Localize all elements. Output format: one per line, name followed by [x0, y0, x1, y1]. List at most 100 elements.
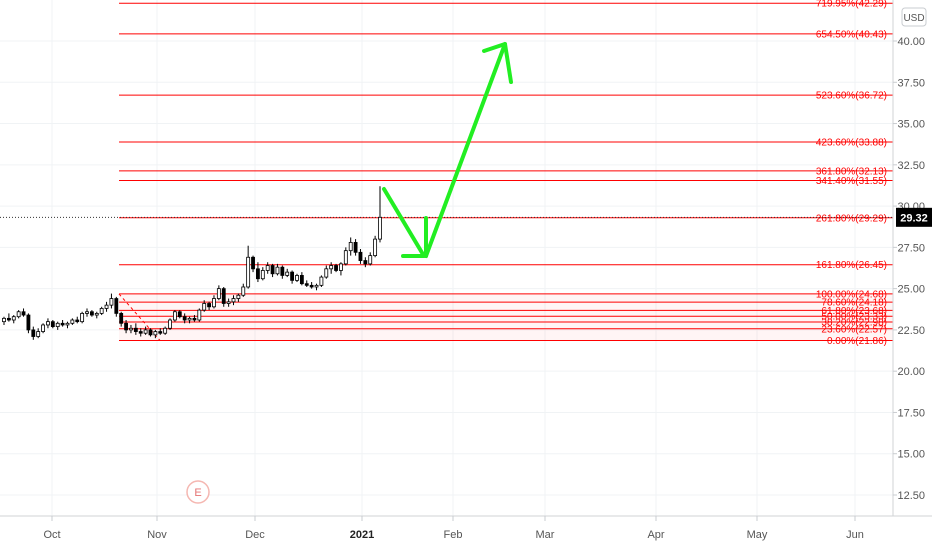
candle [265, 262, 270, 274]
candle-body [299, 275, 304, 285]
earnings-marker[interactable]: E [186, 480, 210, 504]
time-axis[interactable]: Oct Nov Dec 2021 Feb Mar Apr May Jun [43, 516, 864, 541]
candle [75, 316, 80, 324]
arrow-path[interactable] [424, 42, 507, 258]
candle [246, 245, 251, 289]
fib-trend-line[interactable] [118, 293, 161, 341]
candle-body [182, 316, 187, 321]
candle [221, 286, 226, 307]
time-tick-label: Feb [444, 529, 463, 541]
fib-level-label: 423.60%(33.88) [816, 138, 887, 149]
candle-body [31, 329, 36, 337]
candle [285, 268, 290, 278]
price-tick-label: 35.00 [897, 119, 925, 131]
candle-body [246, 256, 251, 288]
candle [129, 324, 133, 334]
candle-body [94, 312, 99, 316]
drawn-arrow[interactable] [382, 42, 513, 258]
time-tick-label: Nov [147, 529, 167, 541]
price-axis[interactable]: 12.5015.0017.5020.0022.5025.0027.5030.00… [893, 36, 925, 502]
candle-body [70, 319, 75, 324]
candle [114, 296, 119, 317]
fib-zone-fill [119, 293, 893, 341]
candle [80, 311, 85, 324]
candle-body [207, 303, 212, 308]
candle [329, 262, 334, 274]
candle [2, 316, 6, 325]
time-tick-label: May [747, 529, 768, 541]
candle-body [2, 317, 6, 323]
candle-body [280, 266, 285, 276]
time-tick-label: Apr [647, 529, 664, 541]
candle [99, 306, 104, 316]
price-tick-label: 22.50 [897, 325, 925, 337]
candle [46, 318, 50, 329]
candle-body [309, 284, 314, 288]
price-tick-label: 32.50 [897, 160, 925, 172]
candle-body [119, 312, 124, 324]
candle-body [85, 311, 89, 314]
candle [6, 313, 11, 322]
candle [216, 285, 221, 301]
candle-body [343, 250, 348, 265]
arrow-path[interactable] [382, 187, 426, 258]
fib-level-label: 341.40%(31.55) [816, 176, 887, 187]
candle [133, 323, 138, 335]
candle [207, 301, 212, 311]
candle-body [304, 283, 309, 286]
candle [31, 326, 36, 340]
currency-badge[interactable]: USD [901, 7, 927, 27]
price-tick-label: 40.00 [897, 36, 925, 48]
candle-body [168, 319, 172, 329]
last-price-tag: 29.32 [896, 207, 932, 227]
candle-body [163, 327, 168, 334]
candle-body [109, 298, 114, 306]
candle [153, 329, 158, 339]
candle-body [6, 317, 11, 321]
candle-body [158, 331, 163, 334]
candle-body [378, 216, 382, 240]
time-tick-label: Mar [536, 529, 555, 541]
candle-body [348, 242, 353, 252]
candle [251, 255, 255, 273]
fib-level-label: 0.00%(21.86) [827, 336, 887, 347]
candle-body [104, 304, 109, 309]
fib-level-label: 61.80%(23.68) [821, 306, 887, 317]
candle-body [295, 275, 299, 281]
candle-body [319, 276, 324, 286]
fib-fill-zone [119, 293, 893, 341]
candle [373, 235, 378, 258]
time-tick-label: 2021 [350, 529, 374, 541]
candle [119, 311, 124, 327]
candle-body [89, 311, 94, 316]
candle [158, 328, 163, 335]
candle-body [226, 301, 231, 304]
candle [163, 326, 168, 335]
candle-body [275, 266, 280, 275]
candle [343, 247, 348, 266]
candle [309, 282, 314, 289]
fib-level-label: 161.80%(26.45) [816, 260, 887, 271]
candle-body [236, 294, 241, 299]
candle-body [11, 316, 16, 321]
fib-level-label: 100.00%(24.68) [816, 289, 887, 300]
fib-level-label: 719.95%(42.29) [816, 0, 887, 10]
candle-body [260, 270, 265, 280]
candle-body [36, 331, 41, 337]
candle [60, 320, 65, 327]
candle-body [212, 298, 216, 308]
candle [280, 265, 285, 279]
arrow-head[interactable] [482, 42, 513, 84]
candle [187, 316, 192, 324]
candle-body [216, 288, 221, 299]
candle-body [241, 286, 246, 296]
candle-body [285, 271, 290, 276]
candle-body [197, 309, 202, 321]
candle-body [334, 265, 338, 271]
candle-body [138, 331, 143, 334]
fib-level-label: 23.60%(22.57) [821, 324, 887, 335]
candle-body [363, 260, 368, 265]
fib-level-label: 78.60%(24.18) [821, 298, 887, 309]
candle-body [153, 331, 158, 336]
